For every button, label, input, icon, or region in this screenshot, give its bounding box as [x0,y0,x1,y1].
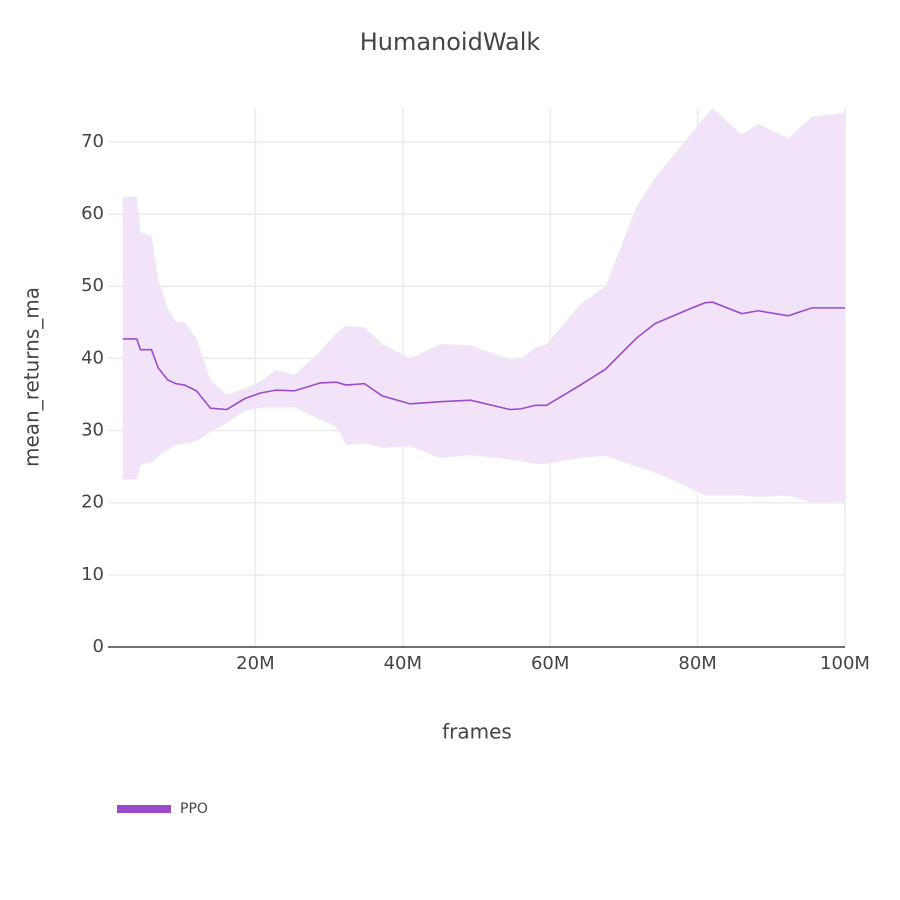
y-tick-label: 10 [81,564,104,585]
y-tick-label: 50 [81,275,104,296]
x-tick-label: 60M [531,653,569,674]
band [122,108,846,503]
y-tick-label: 20 [81,492,104,513]
x-axis-label: frames [442,720,512,744]
y-tick-label: 60 [81,203,104,224]
y-tick-label: 40 [81,347,104,368]
x-tick-label: 100M [820,653,870,674]
y-tick-label: 70 [81,131,104,152]
y-tick-label: 0 [93,636,104,657]
legend-label: PPO [180,801,208,817]
line [122,301,845,411]
chart-title: HumanoidWalk [360,28,541,56]
x-tick-label: 80M [678,653,716,674]
x-tick-label: 20M [236,653,274,674]
y-tick-label: 30 [81,420,104,441]
x-tick-label: 40M [384,653,422,674]
y-axis-label: mean_returns_ma [20,287,44,467]
